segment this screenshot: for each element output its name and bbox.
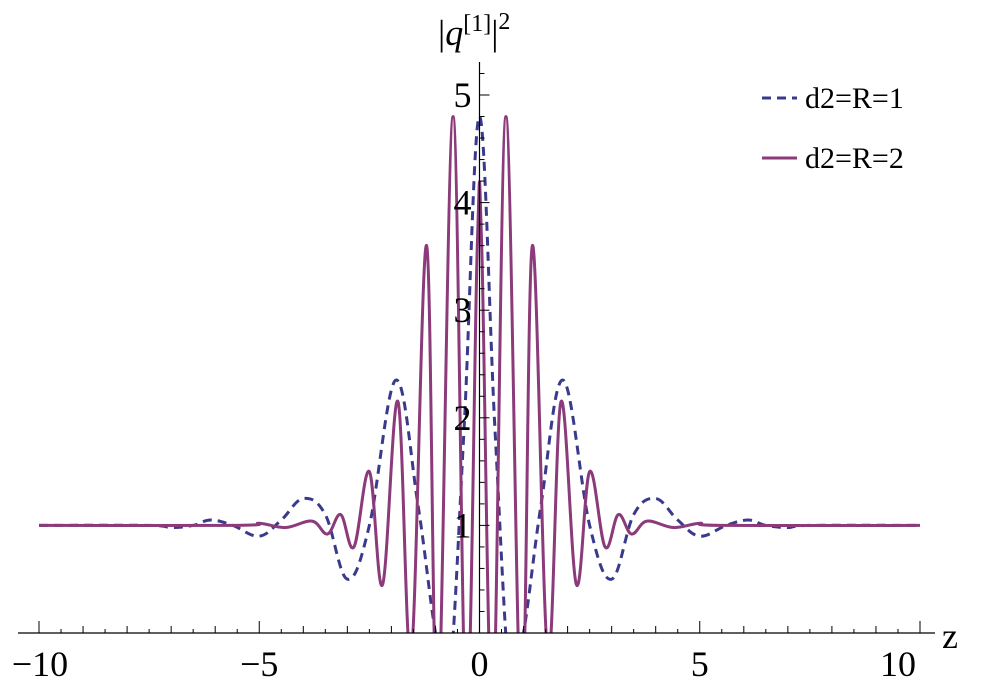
series-line-1 [38,115,921,633]
y-tick-label: 3 [454,290,472,330]
x-tick-label: −10 [12,644,68,684]
x-tick-label: −5 [240,644,278,684]
y-tick-label: 5 [454,75,472,115]
legend-label: d2=R=1 [805,82,904,115]
x-tick-label: 5 [691,644,709,684]
axes: −10 −5 0 5 10 1 2 3 4 5 z |q[1]|2 [12,9,958,684]
y-tick-label: 1 [454,505,472,545]
y-tick-label: 4 [454,183,472,223]
legend-label: d2=R=2 [805,142,904,175]
x-axis-title: z [942,616,958,656]
y-tick-label: 2 [454,398,472,438]
y-axis-title: |q[1]|2 [438,9,510,53]
x-tick-label: 10 [880,644,916,684]
legend: d2=R=1 d2=R=2 [762,82,904,175]
x-tick-label: 0 [471,644,489,684]
